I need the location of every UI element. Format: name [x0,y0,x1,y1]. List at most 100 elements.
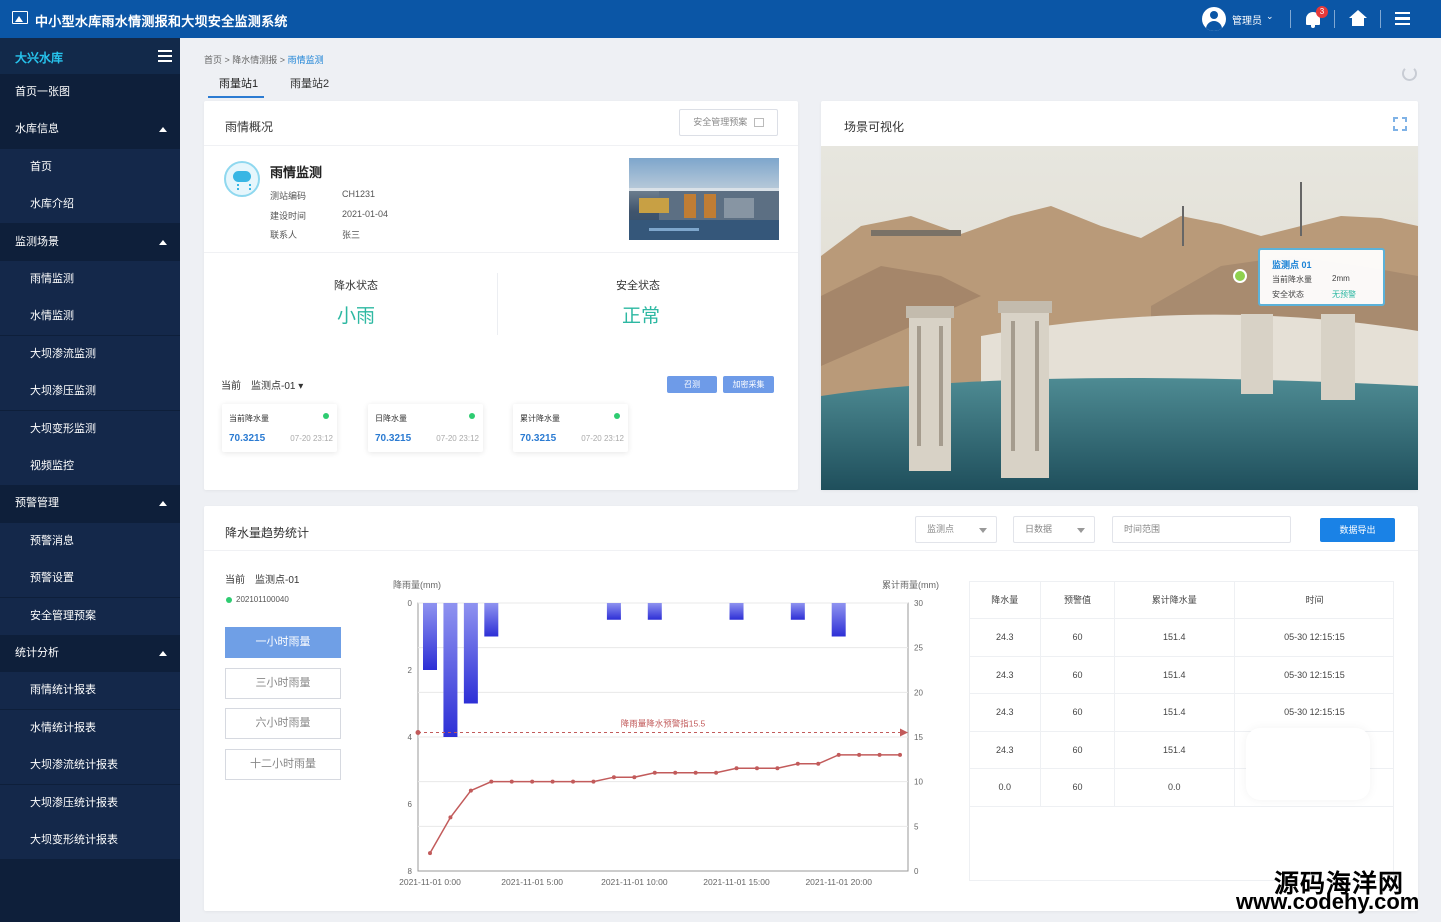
period-1h-button[interactable]: 一小时雨量 [225,627,341,658]
tab-station-1[interactable]: 雨量站1 [208,75,264,98]
sidebar-item-label: 预警设置 [30,572,74,585]
breadcrumb-level2[interactable]: 降水情测报 [232,55,278,65]
y2-tick-label: 10 [914,778,923,787]
refresh-icon[interactable] [1402,66,1417,81]
user-name[interactable]: 管理员 [1232,16,1262,27]
sidebar-item-label: 水情统计报表 [30,721,96,734]
table-cell: 60 [1040,656,1115,694]
period-3h-button[interactable]: 三小时雨量 [225,668,341,699]
station-title: 雨情监测 [270,165,323,180]
sidebar-item-7[interactable]: 大坝渗流监测 [0,335,180,373]
code-value: CH1231 [342,189,376,199]
chevron-up-icon [159,239,167,245]
cumulative-point [714,770,719,775]
sidebar-item-16[interactable]: 雨情统计报表 [0,672,180,710]
safety-plan-button[interactable]: 安全管理预案 [679,109,778,136]
start-measure-button[interactable]: 召测 [667,376,717,393]
cumulative-point [836,752,841,757]
divider [1380,10,1381,28]
sidebar-item-10[interactable]: 视频监控 [0,448,180,485]
card-value: 70.3215 [520,433,557,444]
data-type-dropdown[interactable]: 日数据 [1013,516,1095,543]
dense-collect-button[interactable]: 加密采集 [723,376,774,393]
y-tick-label: 0 [408,599,413,608]
table-cell: 60 [1040,618,1115,657]
monitor-point-popup[interactable]: 监测点 01 当前降水量 2mm 安全状态 无预警 [1258,248,1385,306]
sidebar-item-4[interactable]: 监测场景 [0,223,180,261]
sidebar-item-17[interactable]: 水情统计报表 [0,709,180,747]
sidebar-item-8[interactable]: 大坝渗压监测 [0,373,180,411]
trend-point: 监测点-01 [255,575,300,586]
cumulative-point [530,779,535,784]
table-cell: 05-30 12:15:15 [1234,618,1394,657]
sidebar-item-9[interactable]: 大坝变形监测 [0,410,180,448]
chevron-down-icon[interactable]: ⌄ [1266,11,1274,21]
rain-bar [443,603,458,737]
home-icon[interactable] [1349,10,1367,27]
sidebar-item-2[interactable]: 首页 [0,148,180,186]
sidebar-item-11[interactable]: 预警管理 [0,485,180,523]
x-tick-label: 2021-11-01 5:00 [501,877,563,887]
dam-thumbnail-image[interactable] [629,158,779,240]
card-time: 07-20 23:12 [581,434,624,443]
export-button[interactable]: 数据导出 [1320,518,1395,542]
sidebar-item-0[interactable]: 首页一张图 [0,74,180,111]
period-6h-button[interactable]: 六小时雨量 [225,708,341,739]
sidebar-item-label: 统计分析 [15,647,59,659]
sidebar-item-14[interactable]: 安全管理预案 [0,597,180,635]
sidebar-item-1[interactable]: 水库信息 [0,111,180,149]
table-cell: 60 [1040,693,1115,732]
sidebar-item-3[interactable]: 水库介绍 [0,186,180,224]
dam-thumbnail-drawing [629,188,779,240]
y-tick-label: 2 [408,666,413,675]
menu-icon[interactable] [1395,12,1410,25]
sidebar-item-20[interactable]: 大坝变形统计报表 [0,822,180,859]
picture-logo-icon [12,11,28,24]
station-id: 202101100040 [236,595,289,604]
point-dropdown[interactable]: 监测点 [915,516,997,543]
sidebar-item-19[interactable]: 大坝渗压统计报表 [0,784,180,822]
hamburger-icon[interactable] [158,50,172,62]
sidebar-item-18[interactable]: 大坝渗流统计报表 [0,747,180,785]
cumulative-point [754,766,759,771]
user-avatar-icon[interactable] [1202,7,1226,31]
divider [204,145,798,146]
status-dot [323,413,329,419]
sidebar-item-12[interactable]: 预警消息 [0,522,180,560]
sidebar-item-5[interactable]: 雨情监测 [0,261,180,298]
total-rain-card: 累计降水量 70.3215 07-20 23:12 [513,404,628,452]
sidebar-item-label: 监测场景 [15,235,59,248]
table-header-cell: 累计降水量 [1114,581,1235,619]
status-dot [469,413,475,419]
cumulative-point [877,752,882,757]
fullscreen-icon[interactable] [1393,117,1407,131]
top-bar: 中小型水库雨水情测报和大坝安全监测系统 管理员 ⌄ 3 [0,0,1441,38]
point-select[interactable]: 监测点-01 ▾ [251,381,304,392]
sidebar-item-6[interactable]: 水情监测 [0,298,180,336]
scene-title: 场景可视化 [844,120,905,134]
chevron-up-icon [159,651,167,656]
document-icon [753,118,764,128]
overview-title: 雨情概况 [225,120,274,134]
reservoir-name: 大兴水库 [15,51,64,65]
rain-status-label: 降水状态 [334,280,378,292]
chevron-down-icon [1077,528,1085,533]
table-cell: 05-30 12:15:15 [1234,693,1394,732]
chevron-up-icon [159,501,167,507]
time-range-input[interactable]: 时间范围 [1112,516,1291,543]
sidebar-item-13[interactable]: 预警设置 [0,560,180,598]
y2-tick-label: 20 [914,688,923,697]
code-label: 测站编码 [270,191,307,201]
watermark-url: www.codehy.com [1236,889,1420,914]
table-cell: 151.4 [1114,656,1235,694]
x-tick-label: 2021-11-01 10:00 [601,877,668,887]
dam-scene-view[interactable]: 监测点 01 当前降水量 2mm 安全状态 无预警 [821,146,1418,490]
tab-station-2[interactable]: 雨量站2 [290,78,330,90]
y2-tick-label: 0 [914,867,919,876]
breadcrumb-home[interactable]: 首页 [204,55,223,65]
sidebar-item-15[interactable]: 统计分析 [0,635,180,672]
period-12h-button[interactable]: 十二小时雨量 [225,749,341,780]
popup-rain-value: 2mm [1332,274,1350,283]
rain-bar [484,603,499,637]
rain-status-value: 小雨 [336,306,375,327]
